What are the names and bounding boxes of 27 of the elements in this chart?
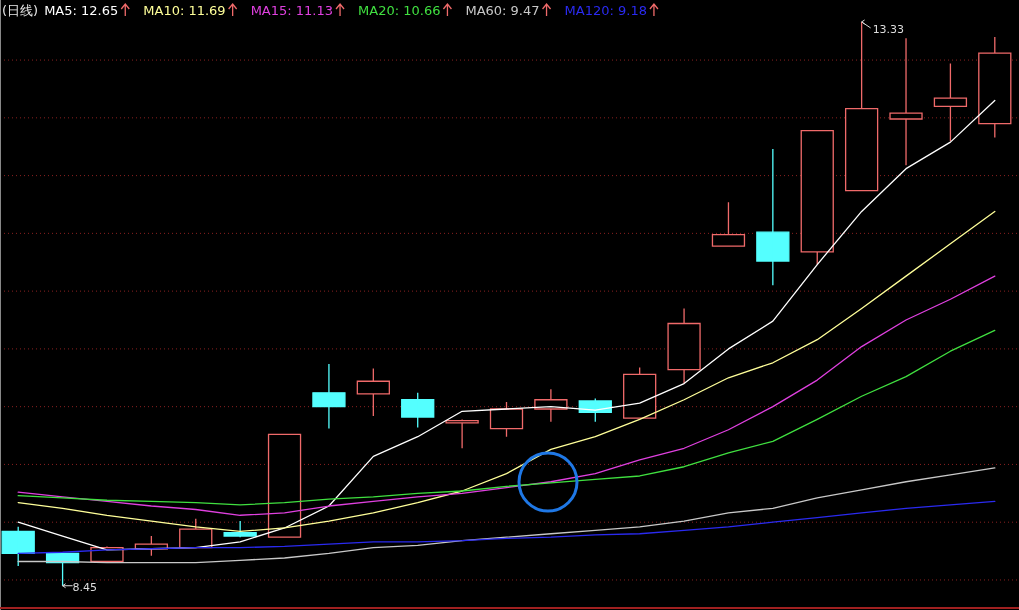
- text: MA20: 10.66: [358, 3, 441, 18]
- candlestick: [889, 37, 923, 166]
- text: MA120: 9.18: [564, 3, 647, 18]
- candlestick: [179, 518, 213, 549]
- candlestick: [445, 418, 479, 449]
- candlestick: [267, 433, 302, 538]
- text: MA15: 11.13: [250, 3, 334, 18]
- candlestick: [401, 392, 435, 429]
- text: MA60: 9.47: [465, 3, 540, 18]
- candlestick: [223, 520, 257, 538]
- candlestick: [978, 36, 1012, 139]
- candlestick: [756, 148, 790, 287]
- candlestick: [1, 526, 35, 567]
- title: (日线): [2, 3, 39, 18]
- candlestick: [90, 545, 124, 563]
- candlestick: [356, 367, 390, 417]
- candlestick: [800, 129, 834, 266]
- text: MA5: 12.65: [44, 3, 119, 18]
- candlestick: [933, 62, 968, 142]
- candlestick: [623, 366, 657, 419]
- annotation: 13.33: [872, 22, 905, 36]
- annotation: 8.45: [72, 580, 98, 594]
- text: MA10: 11.69: [143, 3, 226, 18]
- candlestick: [667, 307, 701, 385]
- candlestick: [312, 363, 346, 430]
- candlestick: [489, 401, 524, 438]
- candlestick: [711, 201, 746, 247]
